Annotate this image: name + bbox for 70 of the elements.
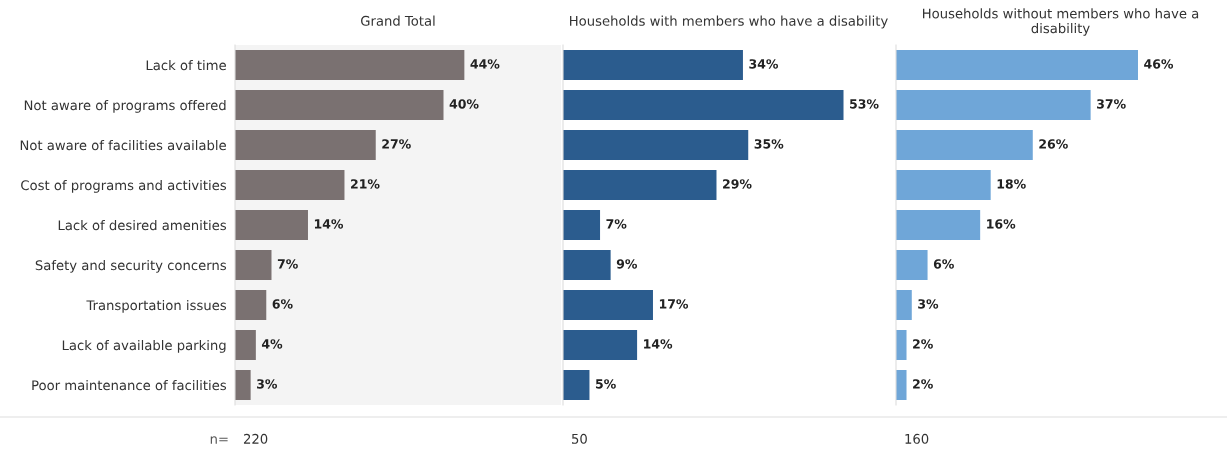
data-label: 17% <box>659 299 689 309</box>
data-label: 2% <box>913 339 933 349</box>
bar <box>896 290 912 320</box>
bar <box>896 210 981 240</box>
data-label: 3% <box>918 299 939 309</box>
data-label: 46% <box>1144 59 1174 69</box>
data-label: 14% <box>314 219 344 229</box>
bar <box>235 130 376 160</box>
bar <box>563 290 653 320</box>
chart-title: Households without members who have a disability <box>923 8 1199 36</box>
data-label: 35% <box>754 139 784 149</box>
bar <box>235 290 267 320</box>
data-label: 6% <box>933 259 954 269</box>
text: 160 <box>905 433 929 444</box>
data-label: 16% <box>987 219 1016 229</box>
bar <box>563 210 601 240</box>
bar <box>563 90 844 120</box>
data-label: 53% <box>850 99 879 109</box>
data-label: 21% <box>351 179 380 189</box>
data-label: 7% <box>606 219 627 229</box>
y-tick-label: Transportation issues <box>86 299 227 313</box>
bar <box>235 90 444 120</box>
data-label: 29% <box>723 179 752 189</box>
chart-title: Households with members who have a disability <box>570 15 888 29</box>
data-label: 9% <box>616 259 638 269</box>
data-label: 14% <box>644 339 673 349</box>
data-label: 37% <box>1097 99 1126 109</box>
data-label: 3% <box>257 379 278 389</box>
y-tick-label: Poor maintenance of facilities <box>32 379 227 391</box>
bar <box>563 370 590 400</box>
data-label: 26% <box>1039 139 1068 149</box>
bar <box>896 90 1091 120</box>
data-label: 18% <box>997 179 1026 189</box>
bar <box>563 170 717 200</box>
data-label: 7% <box>277 259 298 269</box>
bar <box>235 210 308 240</box>
bar <box>563 50 743 80</box>
data-label: 40% <box>449 99 479 109</box>
y-tick-label: Lack of time <box>146 59 226 71</box>
y-tick-label: Cost of programs and activities <box>21 179 227 193</box>
data-label: 44% <box>470 59 500 69</box>
bar <box>235 250 272 280</box>
bar <box>896 330 907 360</box>
bar <box>896 250 928 280</box>
data-label: 6% <box>272 299 293 309</box>
chart-title: Grand Total <box>361 15 435 26</box>
data-label: 34% <box>749 59 779 69</box>
y-tick-label: Lack of available parking <box>62 339 226 353</box>
bar <box>896 50 1138 80</box>
data-label: 27% <box>382 139 411 149</box>
text: 50 <box>572 433 587 444</box>
bar <box>235 330 256 360</box>
bar <box>896 130 1033 160</box>
bar <box>235 170 345 200</box>
y-tick-label: Not aware of programs offered <box>24 99 226 113</box>
text: n= <box>210 436 228 444</box>
bar <box>235 370 251 400</box>
bar <box>563 330 638 360</box>
data-label: 2% <box>913 379 933 389</box>
y-tick-label: Safety and security concerns <box>35 259 227 273</box>
text: 220 <box>243 433 268 444</box>
bar <box>896 170 991 200</box>
bar <box>896 370 907 400</box>
bar <box>563 250 611 280</box>
y-tick-label: Lack of desired amenities <box>58 219 227 231</box>
data-label: 4% <box>261 339 283 349</box>
bar <box>235 50 465 80</box>
data-label: 5% <box>595 379 616 389</box>
y-tick-label: Not aware of facilities available <box>20 139 226 151</box>
bar <box>563 130 749 160</box>
